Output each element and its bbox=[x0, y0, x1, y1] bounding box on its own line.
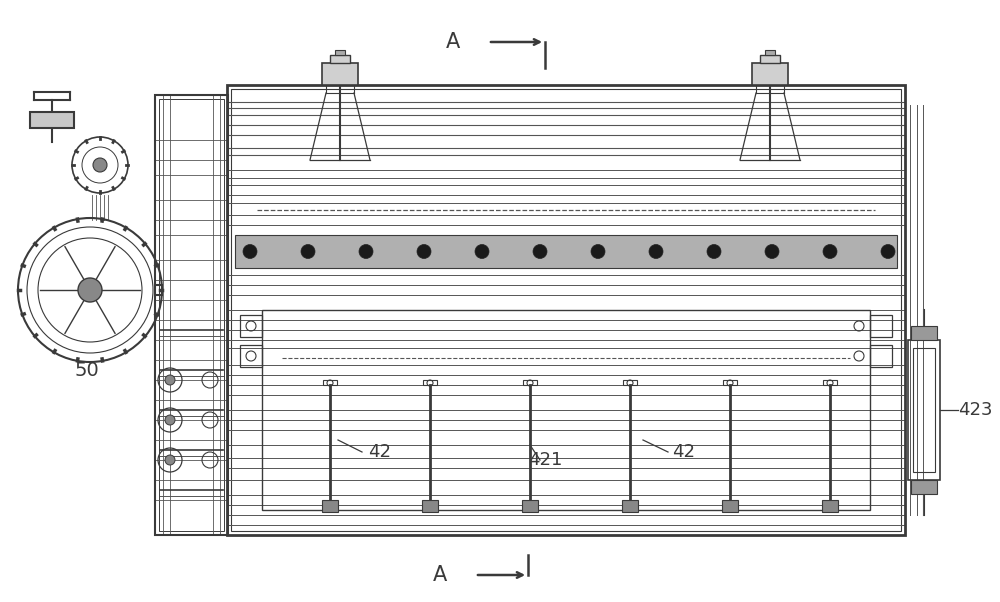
Bar bbox=[335, 50, 345, 55]
Circle shape bbox=[533, 244, 547, 258]
Bar bbox=[155, 95, 228, 535]
Bar bbox=[823, 380, 837, 385]
Circle shape bbox=[649, 244, 663, 258]
Bar bbox=[913, 348, 935, 472]
Bar bbox=[822, 500, 838, 512]
Bar bbox=[323, 380, 337, 385]
Circle shape bbox=[165, 415, 175, 425]
Bar bbox=[911, 326, 937, 340]
Circle shape bbox=[765, 244, 779, 258]
Circle shape bbox=[301, 244, 315, 258]
Bar bbox=[227, 85, 905, 535]
Bar bbox=[240, 345, 262, 367]
Bar bbox=[322, 500, 338, 512]
Bar bbox=[30, 112, 74, 128]
Circle shape bbox=[78, 278, 102, 302]
Bar bbox=[765, 50, 775, 55]
Bar bbox=[231, 89, 901, 531]
Bar bbox=[870, 345, 892, 367]
Bar bbox=[423, 380, 437, 385]
Circle shape bbox=[591, 244, 605, 258]
Bar bbox=[422, 500, 438, 512]
Bar bbox=[262, 310, 870, 510]
Circle shape bbox=[707, 244, 721, 258]
Bar bbox=[722, 500, 738, 512]
Circle shape bbox=[417, 244, 431, 258]
Bar bbox=[235, 235, 897, 268]
Circle shape bbox=[243, 244, 257, 258]
Bar bbox=[522, 500, 538, 512]
Text: 421: 421 bbox=[528, 451, 562, 469]
Bar bbox=[752, 63, 788, 85]
Bar bbox=[908, 340, 940, 480]
Bar bbox=[159, 99, 224, 531]
Circle shape bbox=[359, 244, 373, 258]
Circle shape bbox=[475, 244, 489, 258]
Circle shape bbox=[93, 158, 107, 172]
Text: 42: 42 bbox=[368, 443, 391, 461]
Bar bbox=[870, 315, 892, 337]
Bar bbox=[240, 315, 262, 337]
Bar bbox=[622, 500, 638, 512]
Text: 423: 423 bbox=[958, 401, 992, 419]
Circle shape bbox=[881, 244, 895, 258]
Bar bbox=[523, 380, 537, 385]
Circle shape bbox=[165, 455, 175, 465]
Bar bbox=[322, 63, 358, 85]
Text: 42: 42 bbox=[672, 443, 695, 461]
Bar bbox=[723, 380, 737, 385]
Text: A: A bbox=[433, 565, 447, 585]
Bar bbox=[911, 480, 937, 494]
Text: A: A bbox=[446, 32, 460, 52]
Text: 50: 50 bbox=[75, 361, 99, 379]
Circle shape bbox=[823, 244, 837, 258]
Bar bbox=[760, 55, 780, 63]
Bar bbox=[623, 380, 637, 385]
Circle shape bbox=[165, 375, 175, 385]
Bar bbox=[330, 55, 350, 63]
